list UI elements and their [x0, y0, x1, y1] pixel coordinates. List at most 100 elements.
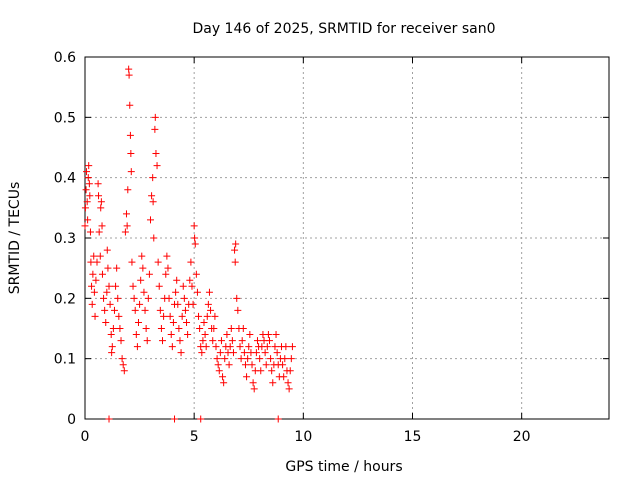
data-point [176, 337, 184, 345]
y-tick-label: 0.1 [54, 352, 76, 368]
data-point [168, 343, 176, 351]
data-point [162, 270, 170, 278]
data-point [149, 174, 157, 182]
data-point [121, 228, 129, 236]
data-point [262, 361, 270, 369]
data-point [91, 312, 99, 320]
data-point [84, 216, 92, 224]
data-point [104, 264, 112, 272]
data-point [186, 276, 194, 284]
data-point [97, 198, 105, 206]
data-point [236, 343, 244, 351]
data-point [103, 288, 111, 296]
data-point [127, 150, 135, 158]
data-point [155, 282, 163, 290]
data-point [143, 337, 151, 345]
data-point [231, 246, 239, 254]
data-point [197, 415, 205, 423]
data-point [250, 385, 258, 393]
data-point [287, 355, 295, 363]
data-point [126, 131, 134, 139]
y-tick-label: 0.2 [54, 291, 76, 307]
data-point [94, 180, 102, 188]
data-point [128, 258, 136, 266]
data-point [118, 355, 126, 363]
data-point [81, 222, 89, 230]
data-point [209, 337, 217, 345]
x-tick-label: 20 [513, 429, 531, 445]
data-point [126, 101, 134, 109]
data-point [195, 312, 203, 320]
data-point [285, 385, 293, 393]
data-point [108, 349, 116, 357]
data-point [98, 270, 106, 278]
data-point [226, 343, 234, 351]
data-point [151, 125, 159, 133]
data-point [178, 312, 186, 320]
data-point [116, 325, 124, 332]
data-point [144, 294, 152, 302]
data-point [138, 252, 146, 260]
data-point [196, 325, 204, 332]
data-point [89, 270, 97, 278]
data-point [90, 252, 98, 260]
data-point [85, 162, 93, 170]
data-point [166, 312, 174, 320]
data-point [264, 331, 272, 339]
data-point [83, 198, 91, 206]
data-point [198, 349, 206, 357]
data-point [130, 294, 138, 302]
data-point [100, 294, 108, 302]
chart-title: Day 146 of 2025, SRMTID for receiver san… [192, 21, 495, 37]
data-point [139, 264, 147, 272]
data-point [159, 337, 167, 345]
data-point [217, 337, 225, 345]
data-point [215, 367, 223, 375]
data-point [201, 331, 209, 339]
data-point [187, 258, 195, 266]
data-point [268, 367, 276, 375]
data-points [81, 65, 296, 423]
data-point [169, 318, 177, 326]
data-point [87, 258, 95, 266]
data-point [125, 65, 133, 73]
data-point [152, 150, 160, 158]
data-point [183, 318, 191, 326]
grid-lines [85, 57, 609, 419]
data-point [243, 373, 251, 381]
data-point [85, 180, 93, 188]
data-point [210, 325, 218, 332]
data-point [203, 312, 211, 320]
data-point [263, 343, 271, 351]
data-point [271, 343, 279, 351]
x-tick-label: 0 [81, 429, 90, 445]
data-point [95, 192, 103, 200]
data-point [253, 337, 261, 345]
data-point [220, 379, 228, 387]
data-point [240, 349, 248, 357]
data-point [190, 222, 198, 230]
data-point [267, 355, 275, 363]
data-point [227, 325, 235, 332]
data-point [239, 325, 247, 332]
x-tick-label: 15 [404, 429, 422, 445]
data-point [281, 355, 289, 363]
data-point [174, 300, 182, 308]
data-point [248, 361, 256, 369]
data-point [257, 367, 265, 375]
data-point [129, 282, 137, 290]
data-point [232, 240, 240, 248]
data-point [153, 162, 161, 170]
y-tick-label: 0 [67, 412, 76, 428]
data-point [84, 174, 92, 182]
data-point [119, 361, 127, 369]
data-point [157, 325, 165, 332]
data-point [83, 168, 91, 176]
data-point [261, 349, 269, 357]
data-point [269, 379, 277, 387]
data-point [92, 276, 100, 284]
data-point [147, 216, 154, 224]
data-point [122, 210, 130, 218]
data-point [284, 379, 292, 387]
